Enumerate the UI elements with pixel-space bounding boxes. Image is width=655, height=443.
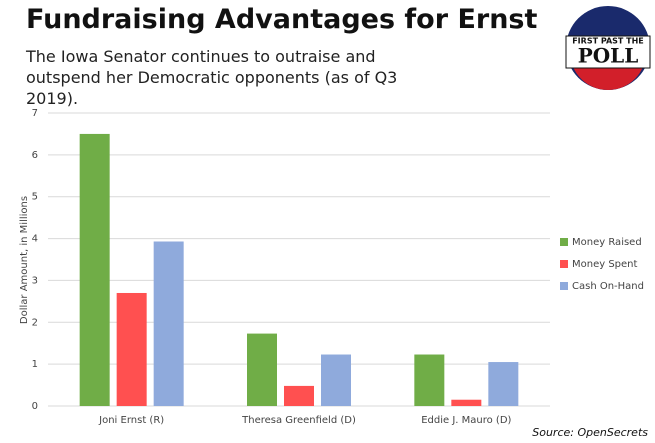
y-tick-label: 7 bbox=[32, 108, 38, 119]
bar bbox=[153, 241, 184, 406]
y-tick-label: 1 bbox=[32, 359, 38, 370]
chart-title: Fundraising Advantages for Ernst bbox=[26, 4, 538, 35]
bar bbox=[321, 354, 351, 406]
legend-swatch bbox=[560, 260, 568, 268]
y-tick-label: 4 bbox=[32, 234, 38, 245]
x-tick-label: Theresa Greenfield (D) bbox=[241, 415, 356, 426]
bar bbox=[451, 399, 482, 406]
chart-subtitle: The Iowa Senator continues to outraise a… bbox=[26, 47, 398, 108]
bar bbox=[116, 292, 147, 406]
x-tick-label: Eddie J. Mauro (D) bbox=[421, 415, 511, 426]
legend-label: Cash On-Hand bbox=[572, 281, 644, 292]
y-tick-label: 2 bbox=[32, 317, 38, 328]
y-tick-label: 3 bbox=[32, 275, 38, 286]
legend-label: Money Spent bbox=[572, 259, 638, 270]
legend-label: Money Raised bbox=[572, 237, 642, 248]
source: Source: OpenSecrets bbox=[532, 426, 648, 439]
bar bbox=[247, 333, 277, 406]
y-axis-label: Dollar Amount, in Millions bbox=[19, 196, 30, 324]
y-tick-label: 0 bbox=[32, 401, 38, 412]
bar bbox=[284, 385, 314, 406]
y-tick-label: 5 bbox=[32, 192, 38, 203]
x-tick-label: Joni Ernst (R) bbox=[98, 415, 164, 426]
logo-text: FIRST PAST THE bbox=[572, 37, 644, 46]
bar bbox=[414, 354, 445, 406]
logo-box bbox=[565, 35, 651, 69]
bar bbox=[79, 133, 110, 406]
legend-swatch bbox=[560, 238, 568, 246]
logo-text: POLL bbox=[578, 44, 639, 68]
legend-swatch bbox=[560, 282, 568, 290]
y-tick-label: 6 bbox=[32, 150, 38, 161]
bar bbox=[488, 362, 519, 406]
